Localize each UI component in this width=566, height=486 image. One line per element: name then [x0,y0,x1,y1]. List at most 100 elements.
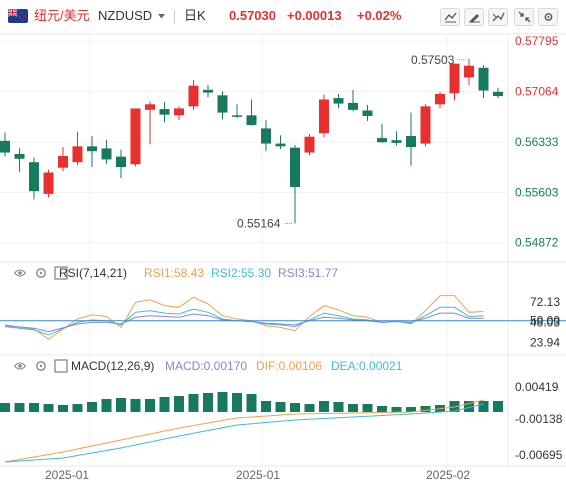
candle-body [275,143,286,147]
macd-bar [290,403,300,412]
collapse-icon [518,11,531,23]
fit-button[interactable] [440,8,460,26]
macd-bar [348,404,358,412]
rsi-title: RSI(7,14,21) [59,266,127,280]
pair-name[interactable]: 纽元/美元 [34,8,90,23]
candle-body [464,65,474,78]
macd-close-box-icon[interactable] [54,359,68,373]
macd-bar [420,406,431,412]
x-tick-label: 2025-01 [236,468,280,482]
macd-bar [246,394,257,412]
rsi-lines [4,295,484,340]
macd-tick-label: 0.00419 [515,380,559,394]
candle-body [478,67,489,91]
compare-button[interactable] [488,8,508,26]
macd-bar [130,399,141,412]
draw-button[interactable] [464,8,484,26]
macd-bar [406,407,416,412]
candle-body [246,115,257,125]
candle-body [290,147,300,188]
macd-lines [4,399,484,463]
candle-body [101,148,112,160]
rsi-panel-header: RSI(7,14,21) RSI1:58.43 RSI2:55.30 RSI3:… [14,266,338,280]
candle-body [348,102,358,110]
candle-body [43,172,54,194]
candle-body [72,146,83,163]
price-tick-label: 0.57795 [515,34,559,48]
candle-body [159,109,170,115]
macd-bar [275,402,286,412]
rsi-line-1 [4,295,484,340]
time-axis: 2025-01 2025-01 2025-02 [45,468,470,482]
gear-icon[interactable] [36,361,46,371]
candle-body [217,95,228,113]
collapse-button[interactable] [514,8,534,26]
eye-icon[interactable] [14,269,26,277]
candle-body [0,140,10,153]
compare-icon [492,12,505,22]
macd-bar [377,406,387,412]
settings-icon [544,13,553,21]
settings-button[interactable] [538,8,558,26]
price-axis: 0.57795 0.57064 0.56333 0.55603 0.54872 [515,34,559,249]
macd-bar [232,393,242,412]
macd-bar [188,394,199,412]
rsi-close-box-icon[interactable] [54,266,68,280]
rsi3-legend: RSI3:51.77 [278,266,338,280]
candle-body [449,63,460,94]
candle-body [261,128,271,144]
draw-icon [469,14,480,23]
macd-bar [43,404,54,412]
candle-body [493,91,503,97]
macd-bar [116,398,126,412]
candle-body [29,162,39,192]
macd-bar [174,396,184,412]
nz-flag-icon [8,9,28,23]
chart-toolbar: 纽元/美元 NZDUSD 日K 0.57030 +0.00013 +0.02% [0,0,566,34]
price-tick-label: 0.54872 [515,236,559,250]
candle-body [14,153,25,159]
candle-body [188,85,199,107]
macd-tick-label: -0.00695 [515,448,563,462]
macd-bar [101,399,112,412]
fit-icon [444,12,457,23]
symbol-selector[interactable]: NZDUSD [98,8,153,23]
rsi1-legend: RSI1:58.43 [144,266,204,280]
candle-body [435,93,445,105]
candle-body [304,136,315,153]
price-tick-label: 0.56333 [515,135,559,149]
low-annotation: 0.55164 [237,217,281,231]
candle-body [87,146,97,152]
macd-bar [304,404,315,412]
macd-bar [159,397,170,412]
macd-bar [145,399,155,412]
macd-bar [478,401,489,412]
high-annotation: 0.57503 [411,53,455,67]
macd-title: MACD(12,26,9) [71,359,154,373]
dif-legend: DIF:0.00106 [256,359,322,373]
eye-icon[interactable] [14,362,26,370]
rsi-tick-label: 48.03 [530,315,560,329]
rsi-tick-label: 23.94 [530,336,560,350]
candle-body [58,155,68,168]
macd-bar [261,401,271,412]
candle-body [130,108,141,165]
candle-body [232,115,242,117]
macd-bar [203,393,213,412]
macd-bar [333,402,344,412]
candle-body [333,98,344,104]
macd-bar [362,404,373,412]
macd-bar [493,401,503,412]
macd-axis: 0.00419 -0.00138 -0.00695 [515,380,563,462]
dropdown-icon[interactable] [158,14,165,19]
price-tick-label: 0.55603 [515,185,559,199]
chart-grid [0,33,566,467]
price-tick-label: 0.57064 [515,85,559,99]
price-change: +0.00013 [287,8,342,23]
period-selector[interactable]: 日K [184,8,206,23]
price-change-percent: +0.02% [357,8,402,23]
candle-body [406,136,416,148]
candle-body [420,106,431,144]
gear-icon[interactable] [36,268,46,278]
